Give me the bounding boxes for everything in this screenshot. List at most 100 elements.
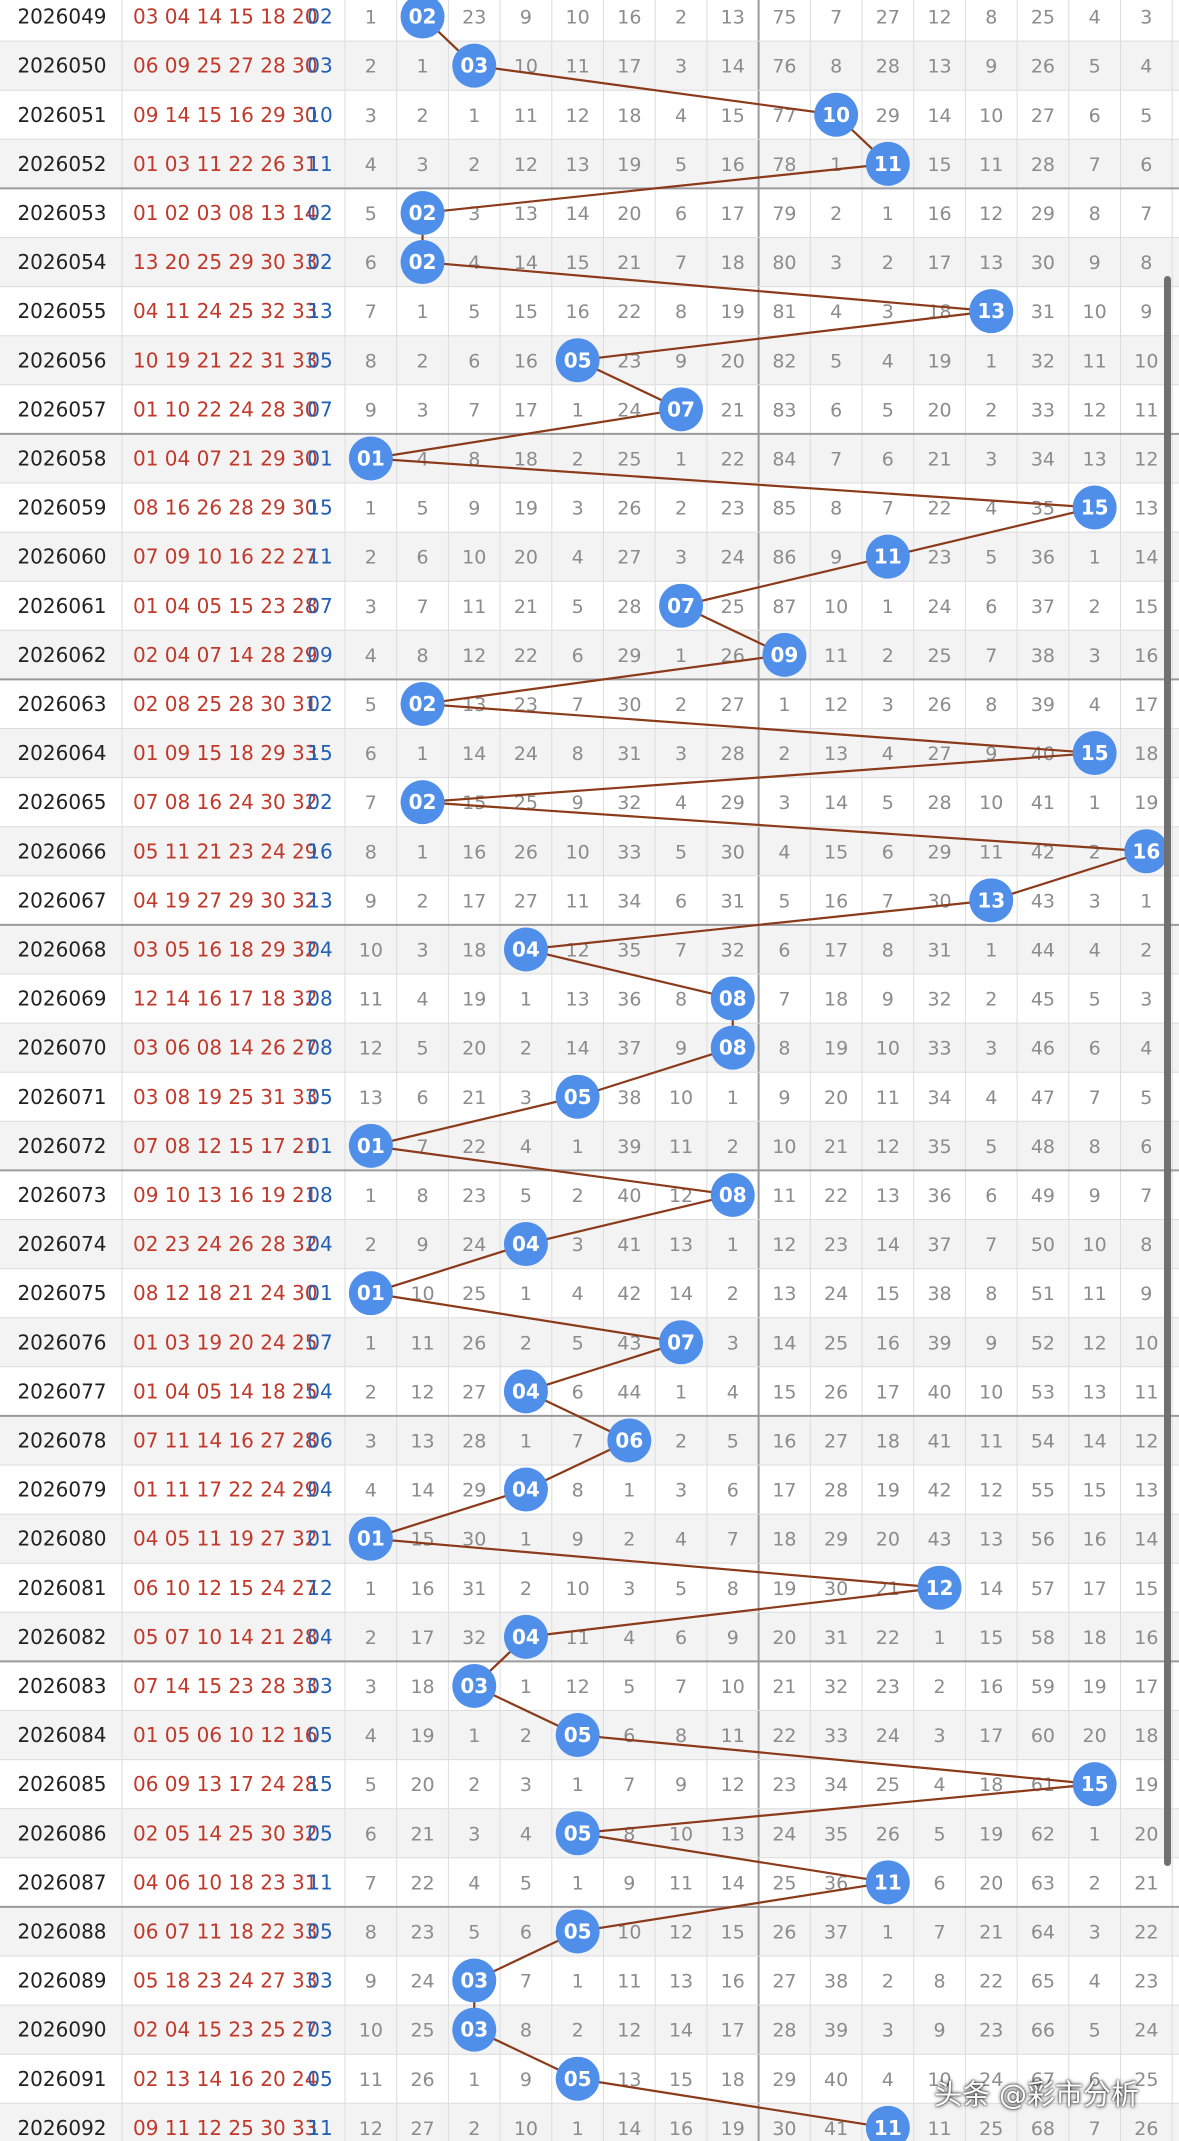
miss-count: 44 [1031, 939, 1055, 961]
miss-count: 3 [468, 1823, 480, 1845]
hit-ball-icon [452, 1663, 497, 1708]
miss-count: 23 [927, 547, 951, 569]
miss-count: 16 [1134, 645, 1158, 667]
blue-ball: 07 [307, 594, 332, 618]
miss-count: 7 [778, 989, 790, 1011]
miss-count: 28 [462, 1430, 486, 1452]
hit-ball-icon [400, 0, 445, 39]
miss-count: 16 [669, 2118, 693, 2140]
hit-ball-label: 09 [771, 643, 799, 667]
miss-count: 33 [1031, 399, 1055, 421]
miss-count: 16 [410, 1578, 434, 1600]
miss-count: 24 [772, 1823, 796, 1845]
row-background [0, 1514, 1179, 1564]
miss-count: 16 [1134, 1627, 1158, 1649]
issue-number: 2026057 [17, 397, 106, 421]
miss-count: 19 [772, 1578, 796, 1600]
miss-count: 13 [979, 252, 1003, 274]
blue-ball: 11 [307, 2116, 332, 2140]
hit-ball-label: 03 [460, 1969, 488, 1993]
miss-count: 66 [1031, 2020, 1055, 2042]
hit-ball-label: 05 [564, 1821, 592, 1845]
red-balls: 07 08 16 24 30 32 [133, 790, 317, 814]
miss-count: 78 [772, 154, 796, 176]
miss-count: 21 [772, 1676, 796, 1698]
miss-count: 16 [514, 350, 538, 372]
miss-count: 1 [520, 1676, 532, 1698]
miss-count: 10 [566, 7, 590, 29]
miss-count: 2 [675, 1430, 687, 1452]
miss-count: 7 [675, 1676, 687, 1698]
miss-count: 9 [985, 1332, 997, 1354]
red-balls: 01 03 11 22 26 31 [133, 152, 317, 176]
miss-count: 7 [417, 1136, 429, 1158]
miss-count: 31 [617, 743, 641, 765]
vertical-scrollbar[interactable] [1164, 276, 1171, 1866]
miss-count: 27 [927, 743, 951, 765]
hit-ball-icon [865, 141, 910, 186]
miss-count: 7 [365, 1872, 377, 1894]
miss-count: 36 [927, 1185, 951, 1207]
miss-count: 11 [617, 1971, 641, 1993]
miss-count: 21 [617, 252, 641, 274]
miss-count: 31 [721, 890, 745, 912]
miss-count: 1 [572, 1971, 584, 1993]
miss-count: 6 [675, 203, 687, 225]
miss-count: 14 [1083, 1430, 1107, 1452]
miss-count: 1 [417, 56, 429, 78]
miss-count: 2 [985, 399, 997, 421]
issue-number: 2026049 [17, 5, 106, 29]
miss-count: 3 [417, 939, 429, 961]
blue-ball: 05 [307, 1723, 332, 1747]
miss-count: 4 [985, 1087, 997, 1109]
trend-segment [577, 1832, 889, 1884]
miss-count: 9 [572, 1529, 584, 1551]
miss-count: 23 [462, 1185, 486, 1207]
miss-count: 1 [934, 1627, 946, 1649]
miss-count: 32 [462, 1627, 486, 1649]
miss-count: 10 [979, 105, 1003, 127]
miss-count: 29 [721, 792, 745, 814]
miss-count: 8 [934, 1971, 946, 1993]
blue-ball: 04 [307, 937, 332, 961]
miss-count: 34 [927, 1087, 951, 1109]
miss-count: 21 [410, 1823, 434, 1845]
miss-count: 18 [772, 1529, 796, 1551]
miss-count: 2 [572, 1185, 584, 1207]
miss-count: 59 [1031, 1676, 1055, 1698]
miss-count: 9 [572, 792, 584, 814]
miss-count: 4 [365, 645, 377, 667]
hit-ball-label: 13 [977, 299, 1005, 323]
miss-count: 10 [617, 1921, 641, 1943]
miss-count: 12 [566, 105, 590, 127]
miss-count: 27 [514, 890, 538, 912]
issue-number: 2026085 [17, 1772, 106, 1796]
miss-count: 34 [617, 890, 641, 912]
issue-number: 2026066 [17, 839, 106, 863]
row-background [0, 1465, 1179, 1515]
miss-count: 7 [1089, 154, 1101, 176]
miss-count: 45 [1031, 989, 1055, 1011]
miss-count: 7 [934, 1921, 946, 1943]
hit-ball-label: 05 [564, 1919, 592, 1943]
miss-count: 10 [669, 1087, 693, 1109]
red-balls: 06 07 11 18 22 33 [133, 1919, 317, 1943]
miss-count: 14 [1134, 547, 1158, 569]
miss-count: 9 [365, 1971, 377, 1993]
miss-count: 36 [617, 989, 641, 1011]
miss-count: 1 [520, 989, 532, 1011]
miss-count: 43 [617, 1332, 641, 1354]
miss-count: 25 [462, 1283, 486, 1305]
miss-count: 42 [617, 1283, 641, 1305]
miss-count: 8 [365, 841, 377, 863]
blue-ball: 05 [307, 1085, 332, 1109]
issue-number: 2026073 [17, 1183, 106, 1207]
miss-count: 5 [985, 1136, 997, 1158]
miss-count: 12 [669, 1185, 693, 1207]
issue-number: 2026084 [17, 1723, 106, 1747]
miss-count: 19 [1134, 792, 1158, 814]
miss-count: 11 [979, 154, 1003, 176]
miss-count: 2 [365, 1627, 377, 1649]
miss-count: 9 [520, 2069, 532, 2091]
miss-count: 8 [675, 1725, 687, 1747]
